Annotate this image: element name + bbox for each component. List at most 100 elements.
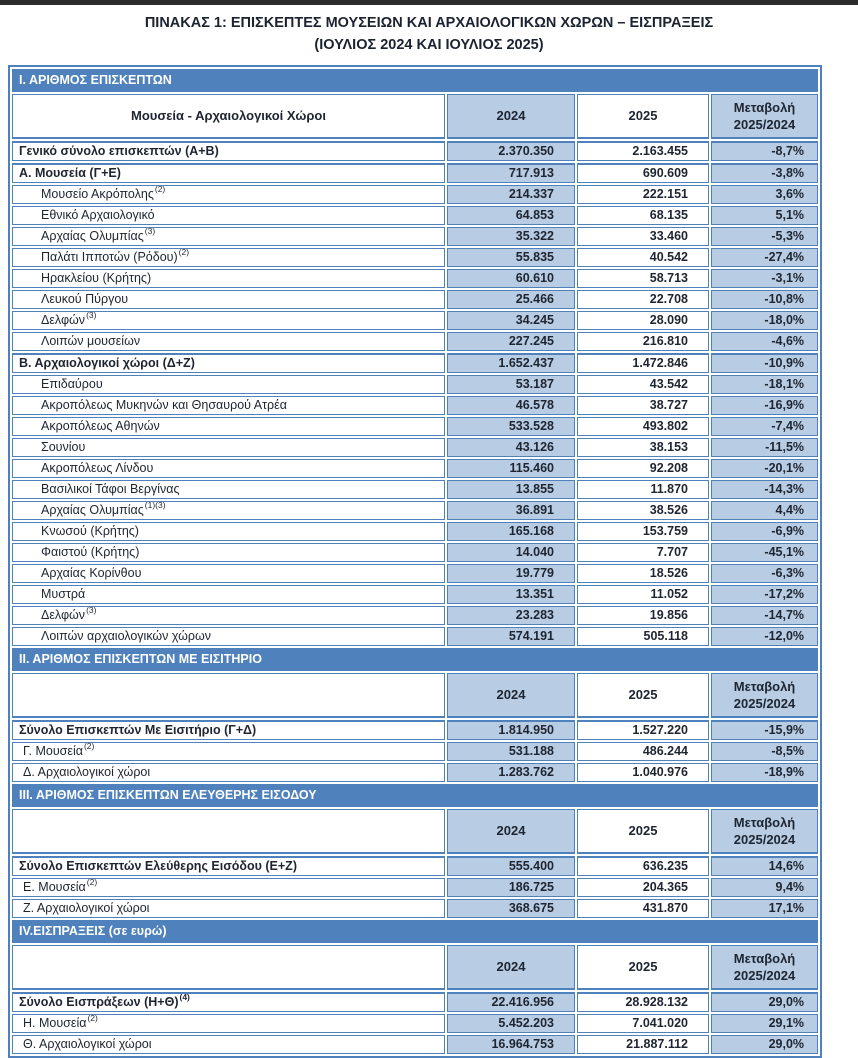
value-2025: 68.135 bbox=[577, 205, 709, 225]
value-2025: 43.542 bbox=[577, 374, 709, 394]
row-label: Μουσείο Ακρόπολης(2) bbox=[12, 184, 445, 204]
table-row: Αρχαίας Κορίνθου 19.779 18.526 -6,3% bbox=[12, 563, 819, 583]
section-bar-title: Ι. ΑΡΙΘΜΟΣ ΕΠΙΣΚΕΠΤΩΝ bbox=[12, 68, 819, 92]
row-label: Παλάτι Ιπποτών (Ρόδου)(2) bbox=[12, 247, 445, 267]
value-2025: 2.163.455 bbox=[577, 140, 709, 161]
value-change: -15,9% bbox=[711, 719, 819, 740]
table-row: Ακροπόλεως Αθηνών 533.528 493.802 -7,4% bbox=[12, 416, 819, 436]
value-change: 4,4% bbox=[711, 500, 819, 520]
row-label: Β. Αρχαιολογικοί χώροι (Δ+Ζ) bbox=[12, 352, 445, 373]
stat-table: Ι. ΑΡΙΘΜΟΣ ΕΠΙΣΚΕΠΤΩΝ Μουσεία - Αρχαιολογ… bbox=[8, 64, 823, 1058]
value-change: -4,6% bbox=[711, 331, 819, 351]
footnote-marker: (2) bbox=[154, 184, 166, 195]
value-2025: 21.887.112 bbox=[577, 1034, 709, 1054]
footnote-marker: (3) bbox=[86, 310, 97, 321]
row-label-text: Ακροπόλεως Λίνδου bbox=[41, 460, 154, 475]
column-header-2025: 2025 bbox=[577, 93, 709, 139]
value-2024: 533.528 bbox=[447, 416, 575, 436]
row-label: Κνωσού (Κρήτης) bbox=[12, 521, 445, 541]
value-change: -16,9% bbox=[711, 395, 819, 415]
table-row: Ζ. Αρχαιολογικοί χώροι 368.675 431.870 17,1… bbox=[12, 898, 819, 918]
value-2025: 216.810 bbox=[577, 331, 709, 351]
value-change: 5,1% bbox=[711, 205, 819, 225]
section-bar: IV.ΕΙΣΠΡΑΞΕΙΣ (σε ευρώ) bbox=[12, 919, 819, 943]
row-label-text: Σύνολο Επισκεπτών Ελεύθερης Εισόδου (Ε+Ζ… bbox=[19, 858, 297, 873]
value-2025: 7.707 bbox=[577, 542, 709, 562]
table-row: Β. Αρχαιολογικοί χώροι (Δ+Ζ) 1.652.437 1.4… bbox=[12, 352, 819, 373]
value-2025: 28.928.132 bbox=[577, 991, 709, 1012]
table-row: Σουνίου 43.126 38.153 -11,5% bbox=[12, 437, 819, 457]
value-change: -8,5% bbox=[711, 741, 819, 761]
row-label: Ακροπόλεως Λίνδου bbox=[12, 458, 445, 478]
row-label: Ε. Μουσεία(2) bbox=[12, 877, 445, 897]
row-label: Λοιπών αρχαιολογικών χώρων bbox=[12, 626, 445, 646]
row-label-text: Ακροπόλεως Μυκηνών και Θησαυρού Ατρέα bbox=[41, 397, 287, 412]
row-label-text: Παλάτι Ιπποτών (Ρόδου) bbox=[41, 249, 178, 264]
section-bar-title: ΙΙ. ΑΡΙΘΜΟΣ ΕΠΙΣΚΕΠΤΩΝ ΜΕ ΕΙΣΙΤΗΡΙΟ bbox=[12, 647, 819, 671]
value-2025: 28.090 bbox=[577, 310, 709, 330]
value-2024: 1.283.762 bbox=[447, 762, 575, 782]
table-title: ΠΙΝΑΚΑΣ 1: ΕΠΙΣΚΕΠΤΕΣ ΜΟΥΣΕΙΩΝ ΚΑΙ ΑΡΧΑΙ… bbox=[0, 13, 858, 57]
row-label: Θ. Αρχαιολογικοί χώροι bbox=[12, 1034, 445, 1054]
table-row: Ακροπόλεως Μυκηνών και Θησαυρού Ατρέα 46.… bbox=[12, 395, 819, 415]
value-2024: 22.416.956 bbox=[447, 991, 575, 1012]
row-label: Σουνίου bbox=[12, 437, 445, 457]
row-label-text: Λευκού Πύργου bbox=[41, 291, 129, 306]
row-label-text: Σουνίου bbox=[41, 439, 86, 454]
table-row: Η. Μουσεία(2) 5.452.203 7.041.020 29,1% bbox=[12, 1013, 819, 1033]
row-label-text: Βασιλικοί Τάφοι Βεργίνας bbox=[41, 481, 180, 496]
row-label: Λοιπών μουσείων bbox=[12, 331, 445, 351]
row-label: Βασιλικοί Τάφοι Βεργίνας bbox=[12, 479, 445, 499]
row-label: Σύνολο Επισκεπτών Ελεύθερης Εισόδου (Ε+Ζ… bbox=[12, 855, 445, 876]
column-header-label bbox=[12, 672, 445, 718]
row-label-text: Σύνολο Εισπράξεων (Η+Θ) bbox=[19, 994, 179, 1009]
table-row: Σύνολο Εισπράξεων (Η+Θ)(4) 22.416.956 28.9… bbox=[12, 991, 819, 1012]
value-change: -18,9% bbox=[711, 762, 819, 782]
row-label-text: Αρχαίας Ολυμπίας bbox=[41, 228, 144, 243]
value-change: -14,3% bbox=[711, 479, 819, 499]
table-row: Φαιστού (Κρήτης) 14.040 7.707 -45,1% bbox=[12, 542, 819, 562]
row-label: Ακροπόλεως Αθηνών bbox=[12, 416, 445, 436]
row-label-text: Δελφών bbox=[41, 312, 86, 327]
row-label: Αρχαίας Ολυμπίας(3) bbox=[12, 226, 445, 246]
value-change: -18,0% bbox=[711, 310, 819, 330]
value-change: 14,6% bbox=[711, 855, 819, 876]
row-label-text: Γενικό σύνολο επισκεπτών (Α+Β) bbox=[19, 143, 219, 158]
section-bar-title: ΙΙΙ. ΑΡΙΘΜΟΣ ΕΠΙΣΚΕΠΤΩΝ ΕΛΕΥΘΕΡΗΣ ΕΙΣΟΔΟ… bbox=[12, 783, 819, 807]
section-bar-title: IV.ΕΙΣΠΡΑΞΕΙΣ (σε ευρώ) bbox=[12, 919, 819, 943]
window-top-strip bbox=[0, 0, 858, 5]
section-bar: ΙΙ. ΑΡΙΘΜΟΣ ΕΠΙΣΚΕΠΤΩΝ ΜΕ ΕΙΣΙΤΗΡΙΟ bbox=[12, 647, 819, 671]
row-label: Γ. Μουσεία(2) bbox=[12, 741, 445, 761]
row-label: Εθνικό Αρχαιολογικό bbox=[12, 205, 445, 225]
row-label-text: Β. Αρχαιολογικοί χώροι (Δ+Ζ) bbox=[19, 355, 195, 370]
value-change: -5,3% bbox=[711, 226, 819, 246]
column-header-change: Μεταβολή 2025/2024 bbox=[711, 672, 819, 718]
table-row: Λοιπών αρχαιολογικών χώρων 574.191 505.118… bbox=[12, 626, 819, 646]
column-header-label bbox=[12, 808, 445, 854]
value-2024: 5.452.203 bbox=[447, 1013, 575, 1033]
table-row: Θ. Αρχαιολογικοί χώροι 16.964.753 21.887.1… bbox=[12, 1034, 819, 1054]
value-2024: 60.610 bbox=[447, 268, 575, 288]
column-header-row: 2024 2025 Μεταβολή 2025/2024 bbox=[12, 944, 819, 990]
row-label: Γενικό σύνολο επισκεπτών (Α+Β) bbox=[12, 140, 445, 161]
footnote-marker: (2) bbox=[178, 247, 190, 258]
value-change: -18,1% bbox=[711, 374, 819, 394]
row-label-text: Ε. Μουσεία bbox=[23, 879, 86, 894]
section-bar: ΙΙΙ. ΑΡΙΘΜΟΣ ΕΠΙΣΚΕΠΤΩΝ ΕΛΕΥΘΕΡΗΣ ΕΙΣΟΔΟ… bbox=[12, 783, 819, 807]
table-row: Ε. Μουσεία(2) 186.725 204.365 9,4% bbox=[12, 877, 819, 897]
value-change: -12,0% bbox=[711, 626, 819, 646]
table-row: Αρχαίας Ολυμπίας(3) 35.322 33.460 -5,3% bbox=[12, 226, 819, 246]
value-2024: 227.245 bbox=[447, 331, 575, 351]
table-title-line2: (ΙΟΥΛΙΟΣ 2024 ΚΑΙ ΙΟΥΛΙΟΣ 2025) bbox=[314, 36, 544, 53]
value-2025: 19.856 bbox=[577, 605, 709, 625]
value-2025: 40.542 bbox=[577, 247, 709, 267]
value-change: -27,4% bbox=[711, 247, 819, 267]
value-2024: 717.913 bbox=[447, 162, 575, 183]
table-row: Σύνολο Επισκεπτών Με Εισιτήριο (Γ+Δ) 1.81… bbox=[12, 719, 819, 740]
table-row: Λευκού Πύργου 25.466 22.708 -10,8% bbox=[12, 289, 819, 309]
value-2024: 13.351 bbox=[447, 584, 575, 604]
value-change: -10,8% bbox=[711, 289, 819, 309]
value-change: 29,0% bbox=[711, 1034, 819, 1054]
footnote-marker: (2) bbox=[86, 877, 98, 888]
table-row: Γενικό σύνολο επισκεπτών (Α+Β) 2.370.350 2… bbox=[12, 140, 819, 161]
